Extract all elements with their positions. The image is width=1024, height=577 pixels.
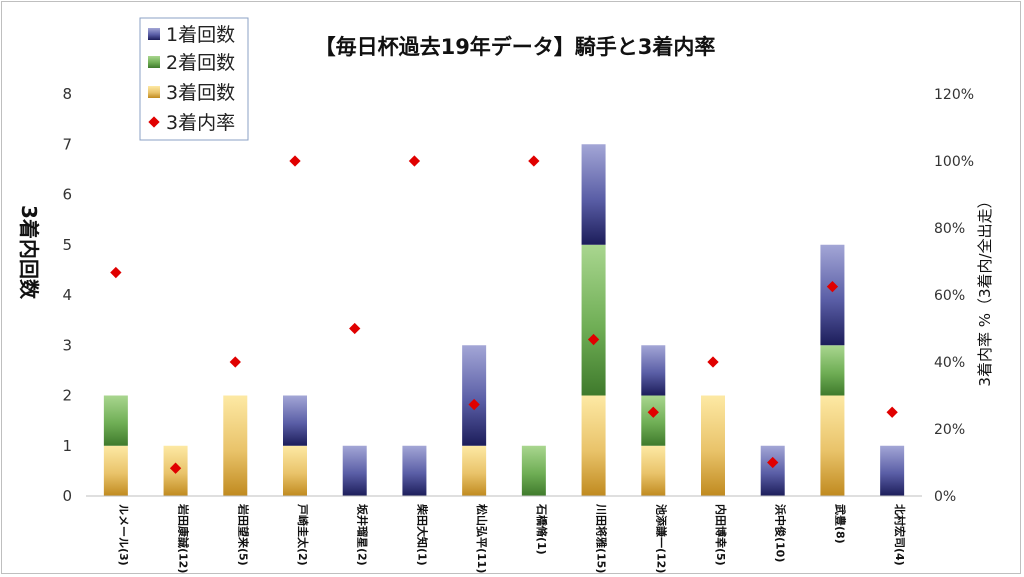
y-tick-left: 1 bbox=[62, 437, 72, 455]
category-label: 川田将雅(15) bbox=[595, 503, 609, 573]
bar-3rd bbox=[283, 445, 307, 496]
bar-1st bbox=[760, 445, 785, 496]
category-label: 戸崎圭太(2) bbox=[296, 504, 310, 566]
y-tick-left: 5 bbox=[62, 236, 72, 254]
category-label: 内田博幸(5) bbox=[714, 504, 728, 566]
y-tick-right: 0% bbox=[934, 489, 956, 505]
bar-3rd bbox=[581, 395, 606, 496]
rate-marker bbox=[707, 356, 719, 368]
bar-2nd bbox=[641, 395, 666, 446]
y-tick-right: 120% bbox=[934, 87, 974, 103]
category-label: 岩田望来(5) bbox=[236, 503, 250, 566]
bar-3rd bbox=[820, 395, 845, 496]
rate-marker bbox=[408, 155, 421, 167]
bar-3rd bbox=[103, 445, 128, 496]
y-tick-left: 8 bbox=[62, 85, 72, 103]
bar-1st bbox=[581, 144, 606, 245]
y-tick-right: 100% bbox=[934, 154, 974, 170]
category-label: 浜中俊(10) bbox=[774, 504, 788, 562]
legend-swatch bbox=[148, 28, 160, 40]
legend-label: 1着回数 bbox=[166, 24, 235, 46]
bar-1st bbox=[283, 395, 307, 446]
category-label: 北村宏司(4) bbox=[893, 504, 907, 566]
rate-marker bbox=[647, 406, 659, 418]
legend-swatch bbox=[148, 86, 160, 98]
rate-marker bbox=[289, 155, 301, 167]
y-tick-left: 6 bbox=[62, 186, 72, 204]
y-axis-right-label: 3着内率 %（3着内/全出走） bbox=[976, 193, 994, 386]
rate-marker bbox=[826, 280, 839, 293]
category-label: 柴田大知(1) bbox=[415, 503, 429, 566]
rate-marker bbox=[349, 322, 361, 335]
y-axis-left-ticks: 0 1 2 3 4 5 6 7 8 bbox=[62, 85, 72, 505]
y-tick-left: 3 bbox=[62, 336, 72, 354]
legend-label: 3着内率 bbox=[166, 112, 235, 134]
category-labels: ルメール(3) 岩田康誠(12) 岩田望来(5) 戸崎圭太(2) 坂井瑠星(2) 柴田大知… bbox=[117, 503, 907, 573]
category-label: 松山弘平(11) bbox=[475, 504, 489, 573]
bar-2nd bbox=[103, 395, 128, 446]
chart-title: 【毎日杯過去19年データ】騎手と3着内率 bbox=[315, 35, 716, 59]
category-label: 武豊(8) bbox=[833, 504, 847, 544]
category-label: 坂井瑠星(2) bbox=[356, 504, 370, 566]
y-tick-left: 7 bbox=[62, 135, 72, 153]
bar-1st bbox=[880, 445, 905, 496]
legend-label: 2着回数 bbox=[166, 52, 235, 74]
bar-3rd bbox=[641, 445, 666, 496]
y-tick-left: 2 bbox=[62, 387, 72, 405]
bars bbox=[103, 144, 905, 496]
legend: 1着回数 2着回数 3着回数 3着内率 bbox=[139, 17, 249, 141]
bar-1st bbox=[402, 445, 427, 496]
category-label: 岩田康誠(12) bbox=[177, 503, 191, 573]
rate-markers bbox=[110, 155, 898, 474]
category-label: 池添謙一(12) bbox=[654, 504, 668, 573]
rate-marker bbox=[886, 406, 898, 418]
legend-swatch bbox=[148, 56, 160, 68]
rate-marker bbox=[229, 356, 241, 368]
rate-marker bbox=[767, 456, 779, 469]
category-label: 石橋脩(1) bbox=[535, 503, 549, 555]
bar-2nd bbox=[521, 445, 546, 496]
bar-1st bbox=[342, 445, 367, 496]
y-tick-right: 80% bbox=[934, 221, 965, 237]
y-axis-left-label: 3着内回数 bbox=[17, 205, 41, 300]
rate-marker bbox=[468, 398, 480, 411]
legend-label: 3着回数 bbox=[166, 82, 235, 104]
rate-marker bbox=[528, 155, 540, 167]
rate-marker bbox=[169, 462, 182, 474]
y-tick-right: 20% bbox=[934, 422, 965, 438]
category-label: ルメール(3) bbox=[117, 504, 130, 566]
rate-marker bbox=[110, 266, 122, 279]
bar-2nd bbox=[581, 244, 606, 396]
bar-1st bbox=[462, 345, 487, 446]
rate-marker bbox=[587, 333, 600, 346]
y-tick-right: 60% bbox=[934, 288, 965, 304]
bar-3rd bbox=[701, 395, 725, 496]
y-tick-right: 40% bbox=[934, 355, 965, 371]
y-axis-right-ticks: 0% 20% 40% 60% 80% 100% 120% bbox=[934, 87, 974, 505]
bar-1st bbox=[641, 345, 666, 396]
y-tick-left: 4 bbox=[62, 286, 72, 304]
bar-3rd bbox=[223, 395, 248, 496]
bar-2nd bbox=[820, 345, 845, 396]
y-tick-left: 0 bbox=[62, 487, 72, 505]
bar-3rd bbox=[462, 445, 487, 496]
bar-1st bbox=[820, 244, 845, 346]
